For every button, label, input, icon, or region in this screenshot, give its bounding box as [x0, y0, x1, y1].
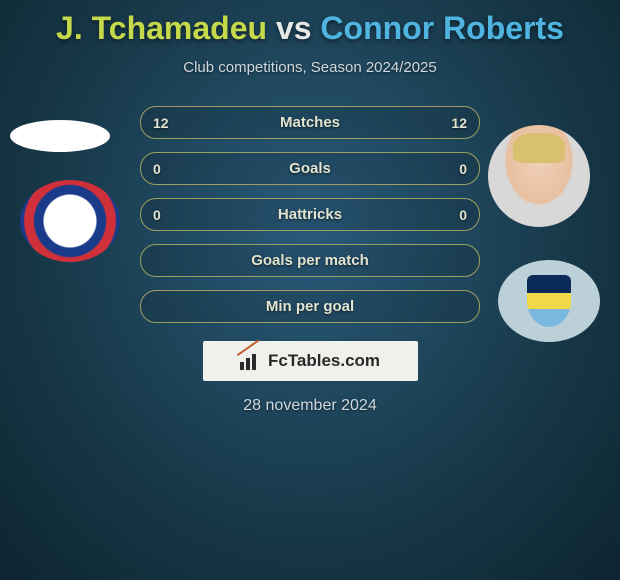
title-player2: Connor Roberts: [320, 10, 564, 46]
stat-row-goals: 0 Goals 0: [140, 152, 480, 185]
club2-shield-icon: [527, 275, 571, 327]
subtitle: Club competitions, Season 2024/2025: [0, 59, 620, 76]
stat-right-value: 0: [459, 207, 467, 223]
club1-label: STOKE CITY: [49, 218, 91, 225]
title-player1: J. Tchamadeu: [56, 10, 267, 46]
stat-left-value: 0: [153, 161, 161, 177]
title-vs: vs: [276, 10, 312, 46]
stat-label: Matches: [280, 114, 340, 131]
stat-row-hattricks: 0 Hattricks 0: [140, 198, 480, 231]
stat-label: Hattricks: [278, 206, 342, 223]
stat-label: Goals per match: [251, 252, 369, 269]
stats-panel: 12 Matches 12 0 Goals 0 0 Hattricks 0 Go…: [140, 106, 480, 323]
page-title: J. Tchamadeu vs Connor Roberts: [0, 0, 620, 47]
brand-text: FcTables.com: [268, 351, 380, 371]
stat-label: Goals: [289, 160, 331, 177]
player1-avatar: [10, 120, 110, 152]
date-label: 28 november 2024: [0, 397, 620, 415]
stat-row-matches: 12 Matches 12: [140, 106, 480, 139]
player2-club-crest: [498, 260, 600, 342]
brand-box: FcTables.com: [203, 341, 418, 381]
stat-left-value: 12: [153, 115, 169, 131]
player2-avatar: [488, 125, 590, 227]
player1-club-crest: STOKE CITY: [20, 180, 120, 262]
stat-label: Min per goal: [266, 298, 354, 315]
stat-left-value: 0: [153, 207, 161, 223]
fctables-chart-icon: [240, 352, 262, 370]
stat-row-goals-per-match: Goals per match: [140, 244, 480, 277]
stat-right-value: 0: [459, 161, 467, 177]
stat-row-min-per-goal: Min per goal: [140, 290, 480, 323]
stat-right-value: 12: [451, 115, 467, 131]
